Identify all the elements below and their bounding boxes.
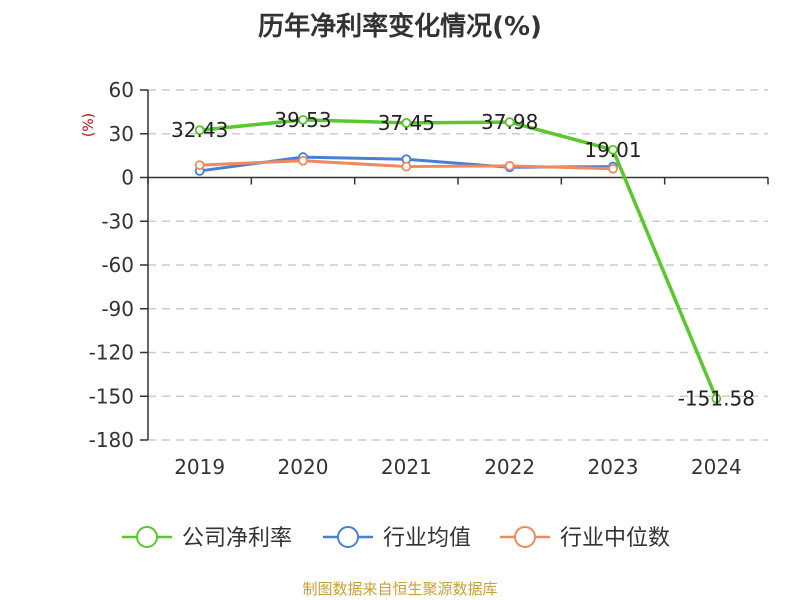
axes — [140, 89, 769, 441]
x-tick-label: 2020 — [278, 455, 329, 479]
series-line — [199, 118, 718, 400]
data-label: 32.43 — [171, 118, 228, 142]
x-tick-label: 2021 — [381, 455, 432, 479]
chart-title: 历年净利率变化情况(%) — [258, 12, 542, 42]
legend-marker — [337, 526, 359, 548]
y-axis-unit-label: (%) — [81, 113, 97, 137]
data-point — [608, 163, 618, 174]
data-point — [298, 114, 308, 125]
data-point — [608, 144, 618, 155]
legend-item: 行业均值 — [323, 526, 471, 551]
legend-marker — [136, 526, 158, 548]
data-label: 37.98 — [481, 110, 538, 134]
data-label: -151.58 — [678, 387, 755, 411]
data-label: 37.45 — [378, 111, 435, 135]
series-lines: 32.43 39.53 37.45 37.98 19.01 -151.58 — [171, 108, 755, 411]
y-tick-label: 0 — [121, 166, 134, 190]
legend-label: 公司净利率 — [182, 526, 292, 551]
legend-item: 公司净利率 — [122, 526, 292, 551]
data-point — [194, 160, 205, 171]
source-footer: 制图数据来自恒生聚源数据库 — [302, 580, 498, 598]
x-tick-label: 2024 — [691, 455, 742, 479]
x-tick-label: 2022 — [484, 455, 535, 479]
data-point — [504, 117, 515, 128]
y-tick-label: 60 — [109, 78, 134, 102]
legend-marker — [514, 526, 536, 548]
y-tick-label: -90 — [101, 297, 134, 321]
legend-label: 行业均值 — [383, 526, 471, 551]
y-tick-label: -120 — [89, 341, 134, 365]
data-label: 39.53 — [274, 108, 331, 132]
data-point — [711, 393, 722, 404]
x-tick-labels: 2019 2020 2021 2022 2023 2024 — [174, 455, 742, 479]
data-point — [401, 117, 412, 128]
data-point — [298, 155, 308, 166]
y-tick-labels: 60 30 0 -30 -60 -90 -120 -150 -180 — [89, 78, 134, 452]
legend-item: 行业中位数 — [500, 526, 670, 551]
y-tick-label: 30 — [109, 122, 134, 146]
data-point — [504, 160, 515, 171]
legend-label: 行业中位数 — [560, 526, 670, 551]
data-point — [194, 125, 205, 136]
data-label: 19.01 — [584, 138, 641, 162]
data-point — [401, 161, 412, 172]
y-tick-label: -30 — [101, 209, 134, 233]
y-tick-label: -60 — [101, 253, 134, 277]
legend: 公司净利率 行业均值 行业中位数 — [122, 526, 670, 551]
x-tick-label: 2023 — [588, 455, 639, 479]
grid-lines — [148, 89, 768, 441]
x-tick-label: 2019 — [174, 455, 225, 479]
y-tick-label: -150 — [89, 384, 134, 408]
y-tick-label: -180 — [89, 428, 134, 452]
